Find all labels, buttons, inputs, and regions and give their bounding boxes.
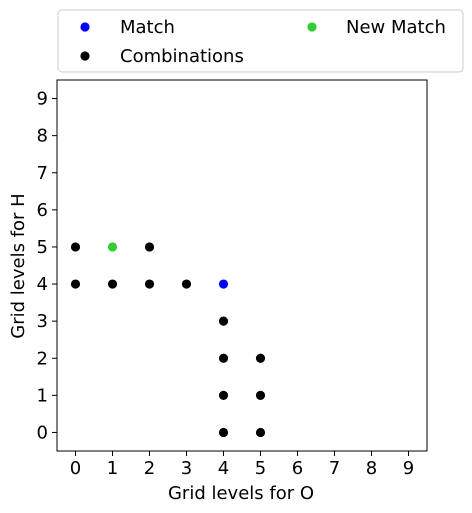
legend-frame (57, 9, 464, 73)
x-tick-label: 1 (107, 458, 118, 479)
y-tick-label: 8 (37, 126, 48, 147)
x-axis-label: Grid levels for O (168, 483, 314, 504)
series-match (218, 279, 229, 289)
legend-marker-new-match (307, 22, 317, 32)
x-tick-label: 7 (329, 458, 340, 479)
axes-frame (56, 79, 428, 452)
x-tick-label: 5 (255, 458, 266, 479)
x-tick-label: 8 (366, 458, 377, 479)
legend-marker-match (80, 22, 90, 32)
x-tick-label: 0 (70, 458, 81, 479)
y-tick-label: 0 (37, 422, 48, 443)
data-point (255, 353, 266, 363)
data-point (218, 279, 229, 289)
data-point (107, 279, 118, 289)
data-point (70, 242, 81, 252)
data-point (218, 316, 229, 326)
legend-marker-combinations (80, 51, 90, 61)
legend: Match New Match Combinations (57, 9, 464, 73)
legend-label-combinations: Combinations (120, 46, 244, 67)
series-new-match (107, 242, 118, 252)
x-tick-label: 6 (292, 458, 303, 479)
y-tick-label: 4 (37, 274, 48, 295)
data-point (218, 390, 229, 400)
data-point (70, 279, 81, 289)
y-tick-label: 9 (37, 89, 48, 110)
data-point (144, 242, 155, 252)
y-tick-label: 3 (37, 311, 48, 332)
data-point (218, 353, 229, 363)
y-axis-label: Grid levels for H (8, 193, 29, 338)
plot-area: 0 1 2 3 4 5 6 7 8 9 0 1 2 3 4 5 6 7 8 9 (37, 79, 428, 479)
legend-label-match: Match (120, 17, 175, 38)
data-point (107, 242, 118, 252)
y-tick-label: 7 (37, 163, 48, 184)
x-tick-label: 4 (218, 458, 229, 479)
y-tick-label: 5 (37, 237, 48, 258)
x-tick-label: 3 (181, 458, 192, 479)
x-tick-label: 9 (403, 458, 414, 479)
y-tick-label: 2 (37, 348, 48, 369)
y-tick-label: 6 (37, 200, 48, 221)
legend-label-new-match: New Match (346, 17, 446, 38)
data-point (144, 279, 155, 289)
y-tick-label: 1 (37, 385, 48, 406)
x-tick-label: 2 (144, 458, 155, 479)
data-point (218, 427, 229, 438)
data-point (181, 279, 192, 289)
data-point (255, 427, 266, 438)
series-combinations (70, 242, 266, 438)
data-point (255, 390, 266, 400)
